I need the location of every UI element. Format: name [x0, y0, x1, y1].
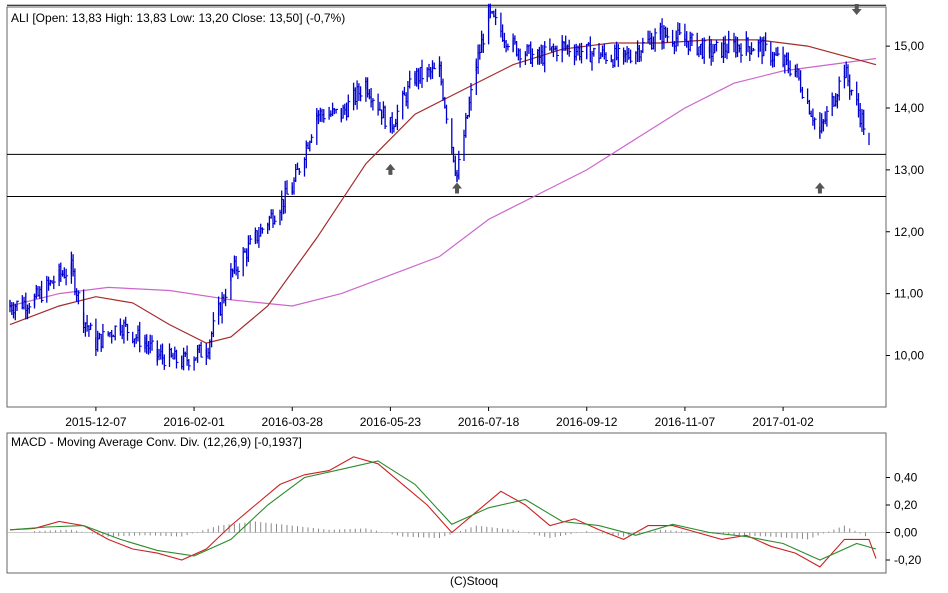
y-tick-label: 11,00: [894, 287, 923, 301]
price-y-axis: 15,00 14,00 13,00 12,00 11,00 10,00: [886, 39, 924, 363]
macd-y-tick-label: 0,40: [894, 471, 918, 485]
macd-y-tick-label: -0,20: [894, 553, 922, 567]
y-tick-label: 13,00: [894, 163, 924, 177]
credit-text: (C)Stooq: [449, 574, 499, 588]
macd-plot-area: [7, 456, 886, 568]
sma-short-line: [9, 39, 877, 344]
y-tick-label: 12,00: [894, 225, 924, 239]
price-bars: [9, 3, 870, 371]
x-tick-label: 2016-05-23: [360, 415, 422, 429]
price-panel-frame: [6, 6, 887, 408]
y-tick-label: 10,00: [894, 349, 924, 363]
signal-arrow-down: [851, 4, 862, 15]
signal-arrow-up: [452, 182, 463, 194]
x-tick-label: 2016-11-07: [655, 415, 716, 429]
y-tick-label: 14,00: [894, 101, 924, 115]
macd-signal-line: [9, 456, 877, 568]
macd-y-tick-label: 0,20: [894, 498, 918, 512]
macd-line: [9, 460, 877, 561]
signal-arrow-up: [385, 163, 396, 175]
price-x-axis: 2015-12-07 2016-02-01 2016-03-28 2016-05-23…: [65, 407, 814, 429]
price-panel-title: ALI [Open: 13,83 High: 13,83 Low: 13,20 …: [11, 11, 345, 25]
signal-arrow-up: [814, 182, 825, 194]
macd-y-axis: 0,40 0,20 0,00 -0,20: [886, 471, 922, 567]
y-tick-label: 15,00: [894, 39, 924, 53]
price-plot-area: [7, 3, 886, 371]
macd-histogram: [34, 521, 866, 540]
x-tick-label: 2016-03-28: [262, 415, 324, 429]
x-tick-label: 2016-02-01: [163, 415, 225, 429]
macd-y-tick-label: 0,00: [894, 526, 918, 540]
macd-panel-frame: [6, 432, 887, 574]
x-tick-label: 2015-12-07: [65, 415, 127, 429]
x-tick-label: 2016-07-18: [458, 415, 520, 429]
sma-long-line: [9, 57, 877, 307]
x-tick-label: 2016-09-12: [556, 415, 618, 429]
macd-panel-title: MACD - Moving Average Conv. Div. (12,26,…: [11, 435, 302, 449]
x-tick-label: 2017-01-02: [752, 415, 814, 429]
